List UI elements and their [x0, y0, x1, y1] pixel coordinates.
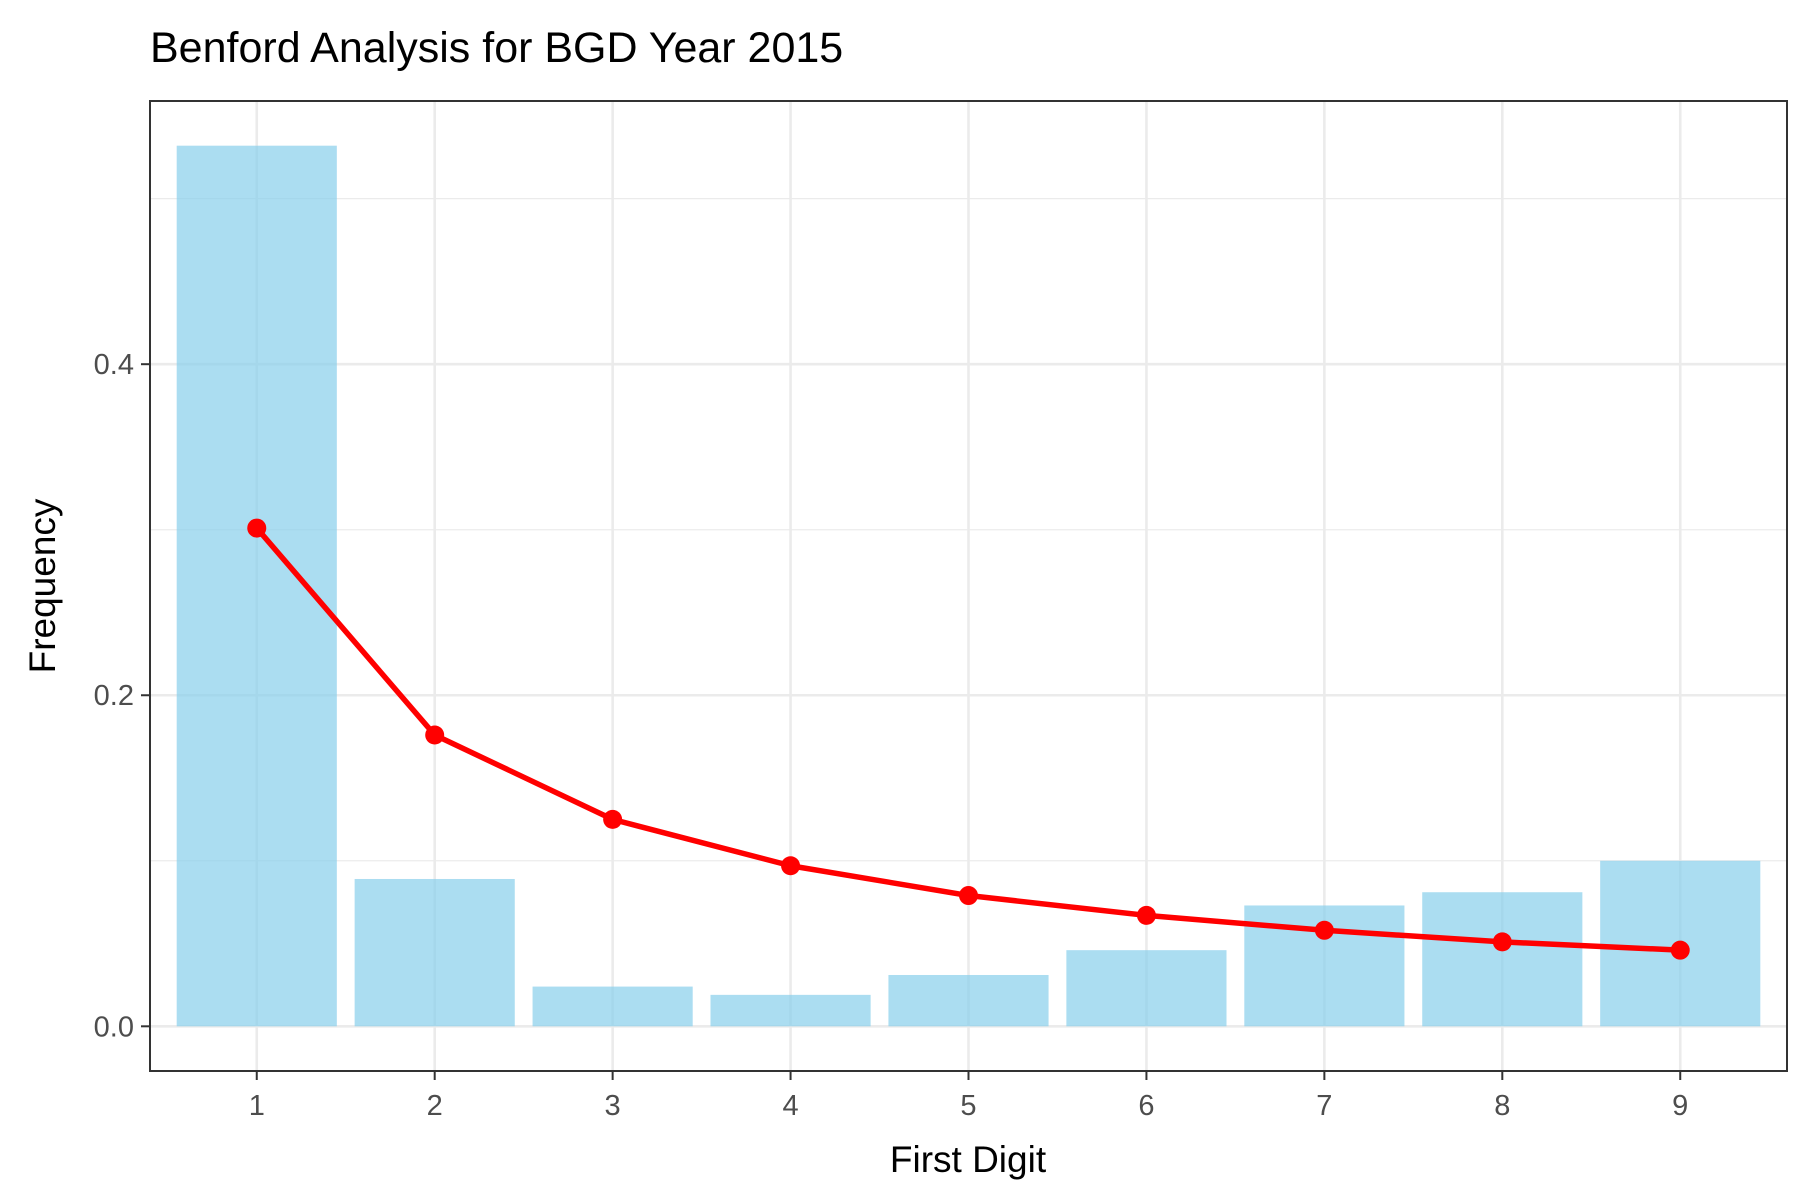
benford-point	[425, 725, 445, 745]
x-tick-label: 6	[1138, 1090, 1154, 1122]
benford-point	[603, 809, 623, 829]
benford-point	[1670, 940, 1690, 960]
y-axis-title: Frequency	[22, 498, 63, 673]
benford-point	[247, 518, 267, 538]
y-tick-label: 0.0	[94, 1011, 134, 1043]
x-tick-label: 3	[605, 1090, 621, 1122]
benford-point	[781, 856, 801, 876]
bar	[532, 986, 693, 1027]
benford-point	[959, 886, 978, 906]
x-axis: 1 2 3 4 5 6 7 8 9	[249, 1071, 1688, 1122]
bar	[1066, 950, 1227, 1027]
benford-point	[1314, 920, 1334, 940]
bar	[888, 974, 1049, 1027]
x-tick-label: 7	[1316, 1090, 1332, 1122]
y-tick-label: 0.2	[94, 680, 134, 712]
x-tick-label: 9	[1672, 1090, 1688, 1122]
bar	[1422, 892, 1583, 1027]
x-axis-title: First Digit	[890, 1139, 1047, 1180]
x-tick-label: 8	[1494, 1090, 1510, 1122]
bar	[354, 878, 515, 1027]
y-axis: 0.0 0.2 0.4	[94, 349, 150, 1043]
x-tick-label: 2	[427, 1090, 443, 1122]
x-tick-label: 4	[782, 1090, 798, 1122]
bar	[710, 994, 871, 1027]
chart-title: Benford Analysis for BGD Year 2015	[150, 24, 843, 72]
benford-point	[1136, 905, 1156, 925]
benford-line-series	[247, 518, 1690, 960]
benford-point	[1492, 932, 1512, 952]
bar	[176, 145, 337, 1027]
y-tick-label: 0.4	[94, 349, 134, 381]
x-tick-label: 1	[249, 1090, 265, 1122]
x-tick-label: 5	[960, 1090, 976, 1122]
